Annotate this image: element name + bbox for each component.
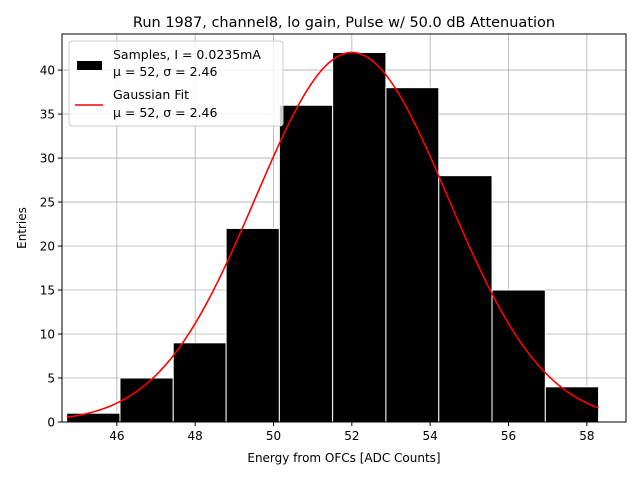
x-axis-label: Energy from OFCs [ADC Counts] <box>247 451 440 465</box>
histogram-bar <box>172 342 227 423</box>
histogram-bar <box>332 51 387 423</box>
histogram-bar <box>66 412 121 423</box>
histogram-bar <box>385 87 440 423</box>
x-axis-ticks: 46 48 50 52 54 56 58 <box>109 422 594 443</box>
x-tick-label: 56 <box>501 429 516 443</box>
histogram-bar <box>225 227 280 423</box>
histogram-bar <box>438 175 493 423</box>
y-tick-label: 20 <box>40 240 55 254</box>
y-tick-label: 5 <box>47 372 55 386</box>
x-tick-label: 50 <box>266 429 281 443</box>
y-tick-label: 15 <box>40 284 55 298</box>
histogram-bar <box>278 104 334 423</box>
y-axis-ticks: 0 5 10 15 20 25 30 35 40 <box>40 64 62 430</box>
histogram-bars <box>66 51 600 423</box>
y-axis-label: Entries <box>15 207 29 249</box>
x-tick-label: 48 <box>188 429 203 443</box>
x-tick-label: 52 <box>344 429 359 443</box>
chart-title: Run 1987, channel8, lo gain, Pulse w/ 50… <box>133 15 555 31</box>
y-tick-label: 25 <box>40 196 55 210</box>
legend-label-samples: Samples, I = 0.0235mA <box>113 47 261 62</box>
y-tick-label: 40 <box>40 64 55 78</box>
y-tick-label: 35 <box>40 108 55 122</box>
legend-box <box>68 40 284 127</box>
x-tick-label: 46 <box>109 429 124 443</box>
legend-label-fit: Gaussian Fit <box>113 87 189 102</box>
gaussian-fit-line <box>66 51 599 419</box>
y-tick-label: 0 <box>47 416 55 430</box>
legend-swatch-samples <box>77 61 102 70</box>
x-tick-label: 54 <box>423 429 438 443</box>
y-tick-label: 10 <box>40 328 55 342</box>
legend: Samples, I = 0.0235mA μ = 52, σ = 2.46 G… <box>68 40 284 127</box>
legend-sub-fit: μ = 52, σ = 2.46 <box>113 105 217 120</box>
x-tick-label: 58 <box>579 429 594 443</box>
legend-sub-samples: μ = 52, σ = 2.46 <box>113 64 217 79</box>
y-tick-label: 30 <box>40 152 55 166</box>
axes-frame <box>61 33 627 423</box>
